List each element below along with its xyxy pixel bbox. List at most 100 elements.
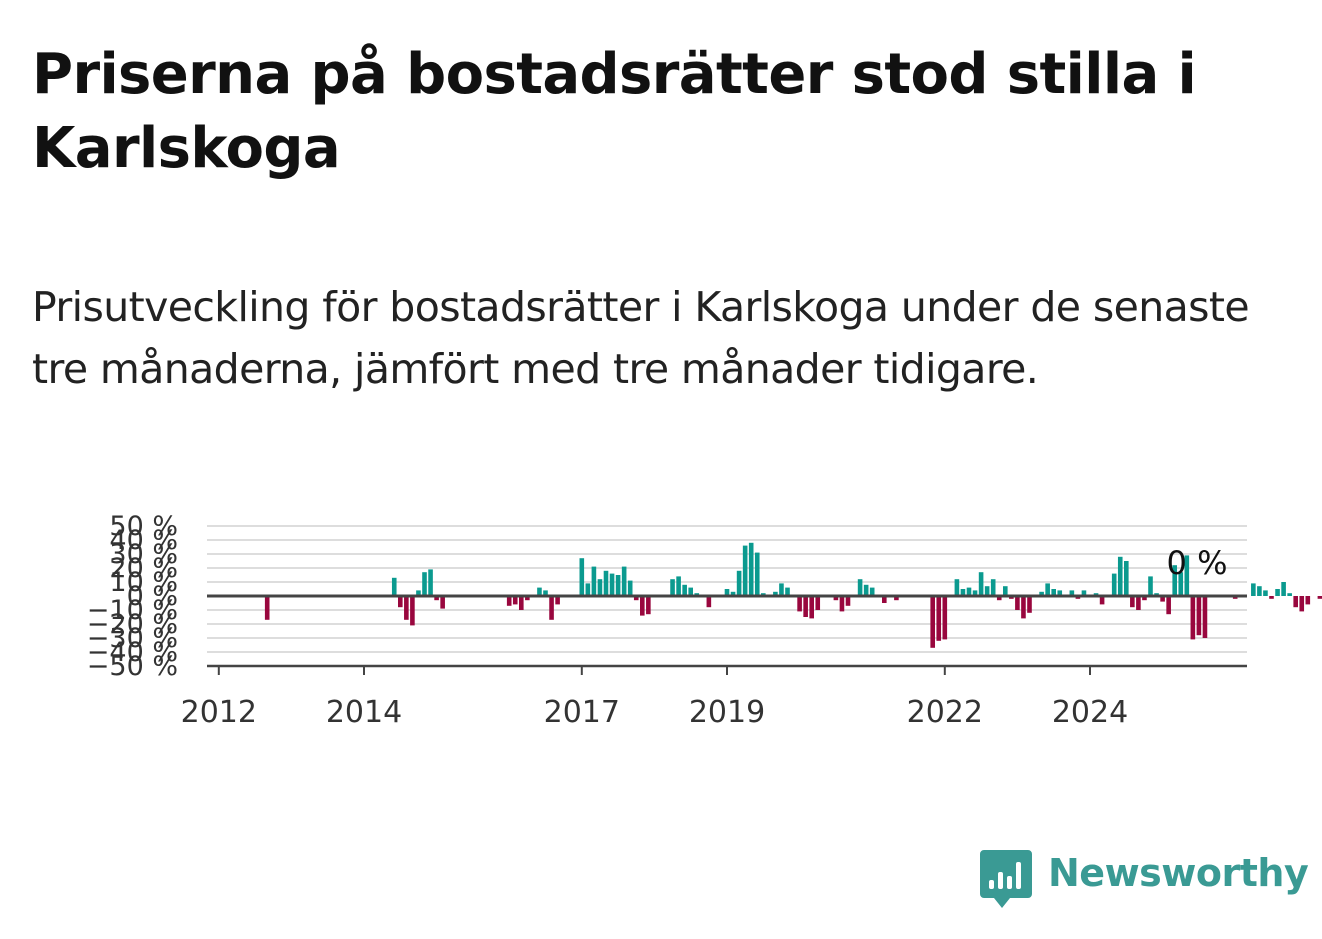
- x-tick-label: 2012: [181, 695, 257, 730]
- y-tick-label: 30 %: [109, 539, 178, 570]
- bar: [549, 596, 554, 620]
- bar: [410, 596, 415, 626]
- bar: [609, 573, 615, 596]
- latest-value-label: 0 %: [1167, 544, 1228, 582]
- y-tick-label: 50 %: [109, 511, 178, 542]
- bar: [640, 596, 645, 616]
- bar: [736, 570, 742, 596]
- bar: [603, 570, 609, 596]
- bar: [1190, 596, 1196, 640]
- bar: [706, 596, 712, 608]
- bar: [621, 566, 627, 596]
- bar: [1281, 582, 1286, 596]
- bar: [1275, 589, 1280, 596]
- bar: [1130, 596, 1135, 608]
- bar: [1015, 596, 1020, 610]
- bar: [1027, 596, 1032, 613]
- bar: [857, 579, 863, 596]
- y-tick-label: 10 %: [109, 567, 178, 598]
- bar: [428, 569, 433, 596]
- bar: [1160, 596, 1165, 602]
- bar: [1202, 596, 1208, 638]
- bar: [555, 596, 560, 605]
- bar: [1111, 573, 1117, 596]
- bar: [1251, 583, 1256, 596]
- y-tick-label: −50 %: [87, 651, 178, 682]
- bar: [676, 576, 681, 596]
- y-tick-label: −30 %: [87, 623, 178, 654]
- bar: [779, 583, 784, 596]
- bar: [597, 579, 603, 596]
- bar: [1263, 590, 1268, 596]
- x-tick-label: 2019: [689, 695, 765, 730]
- bar: [404, 596, 409, 620]
- x-tick-label: 2017: [544, 695, 620, 730]
- bar: [809, 596, 814, 619]
- bar: [845, 596, 851, 606]
- bar: [1117, 556, 1123, 596]
- bar: [416, 590, 421, 596]
- bar: [585, 583, 591, 596]
- bar: [930, 596, 935, 648]
- bar: [1148, 576, 1153, 596]
- x-tick-label: 2024: [1052, 695, 1128, 730]
- bar: [754, 552, 760, 596]
- bar: [1172, 565, 1177, 596]
- bar: [730, 591, 736, 596]
- bar: [615, 575, 621, 596]
- bar: [1099, 596, 1105, 605]
- bar: [1136, 596, 1141, 610]
- newsworthy-logo: Newsworthy: [980, 850, 1309, 912]
- bar: [1299, 596, 1305, 612]
- y-tick-label: 0 %: [127, 581, 178, 612]
- bar: [512, 596, 518, 605]
- y-tick-label: −10 %: [87, 595, 178, 626]
- bar: [506, 596, 512, 606]
- bar: [833, 596, 839, 601]
- bar: [773, 591, 778, 596]
- bar: [1178, 572, 1184, 596]
- bar: [1081, 590, 1087, 596]
- bar: [688, 587, 693, 596]
- bar: [633, 596, 639, 601]
- page-title: Priserna på bostadsrätter stod stilla i …: [32, 42, 1197, 181]
- bar: [942, 596, 948, 640]
- bar: [1045, 583, 1050, 596]
- bar: [537, 587, 542, 596]
- bar: [960, 589, 966, 596]
- y-tick-label: 40 %: [109, 525, 178, 556]
- bar: [972, 590, 978, 596]
- bar: [1166, 596, 1171, 615]
- x-tick-label: 2022: [907, 695, 983, 730]
- bar: [579, 558, 585, 596]
- bar: [1196, 596, 1202, 636]
- bar: [742, 545, 748, 596]
- page-subtitle: Prisutveckling för bostadsrätter i Karls…: [32, 283, 1250, 393]
- bar: [1269, 596, 1274, 599]
- bar: [839, 596, 845, 612]
- bar: [398, 596, 403, 608]
- bar: [936, 596, 942, 641]
- bar: [954, 579, 960, 596]
- bar: [1293, 596, 1298, 608]
- x-tick-label: 2014: [326, 695, 402, 730]
- bar: [422, 572, 427, 596]
- bar: [990, 579, 996, 596]
- bar: [682, 584, 687, 596]
- bar: [894, 596, 899, 601]
- bar: [1057, 590, 1063, 596]
- bar: [1003, 586, 1008, 596]
- bar: [434, 596, 439, 601]
- bar: [525, 596, 530, 601]
- y-tick-label: −40 %: [87, 637, 178, 668]
- bar: [882, 596, 887, 603]
- bar-chart-speech-bubble-icon: [980, 850, 1032, 908]
- bar: [978, 572, 984, 596]
- bar: [724, 589, 730, 596]
- bar: [815, 596, 821, 610]
- bar: [996, 596, 1002, 601]
- bar: [1069, 590, 1075, 596]
- bar: [591, 566, 597, 596]
- bar: [785, 587, 790, 596]
- y-tick-label: −20 %: [87, 609, 178, 640]
